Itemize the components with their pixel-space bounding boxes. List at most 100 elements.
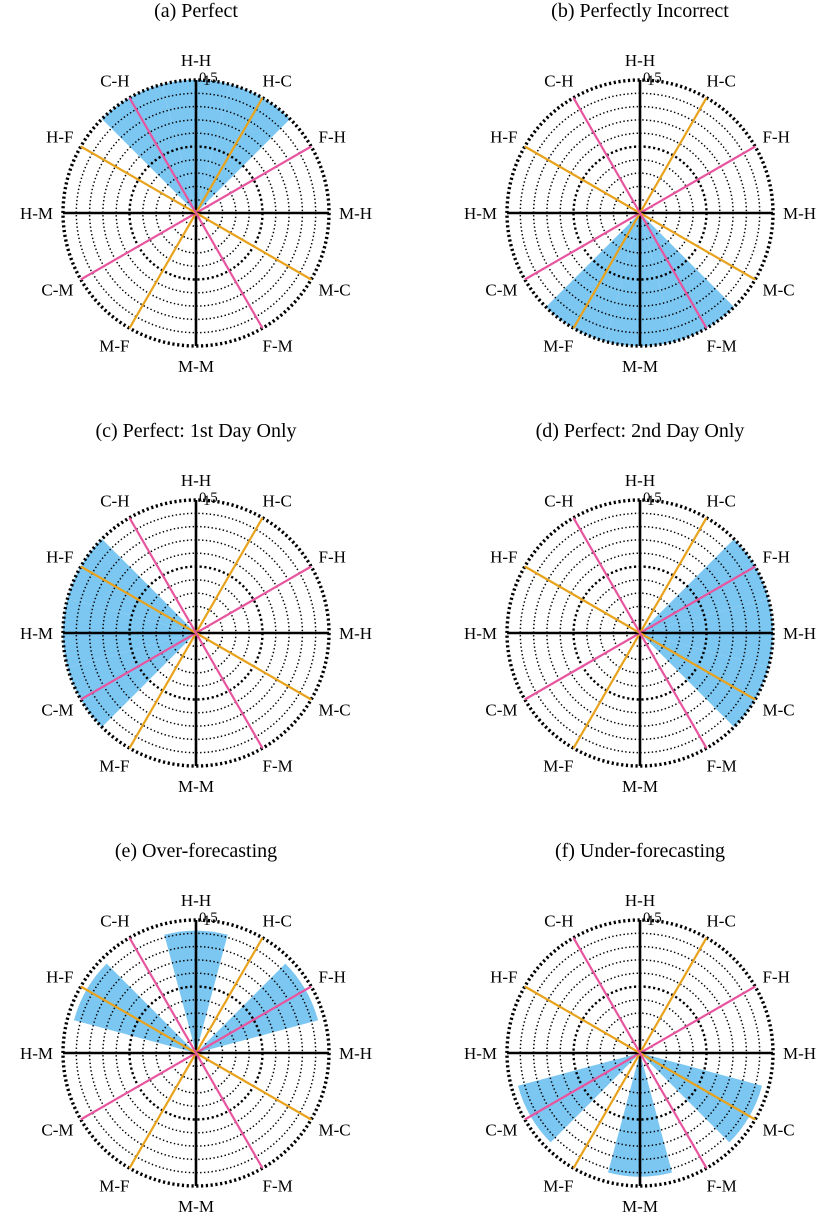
radar-chart-6: (f) Under-forecasting H-H H-C F-H M-H M-C F-M M… bbox=[464, 840, 816, 1216]
chart-title: (a) Perfect bbox=[154, 0, 238, 22]
category-label-m-f: M-F bbox=[543, 1177, 573, 1196]
category-label-h-c: H-C bbox=[263, 72, 292, 91]
category-label-f-h: F-H bbox=[319, 968, 346, 987]
axis-spoke bbox=[572, 517, 708, 749]
category-label-h-f: H-F bbox=[490, 128, 517, 147]
category-label-f-h: F-H bbox=[319, 128, 346, 147]
category-label-h-m: H-M bbox=[20, 624, 53, 643]
category-label-h-h: H-H bbox=[181, 471, 211, 490]
category-label-h-m: H-M bbox=[464, 204, 497, 223]
category-label-m-m: M-M bbox=[178, 777, 214, 796]
category-label-m-f: M-F bbox=[99, 337, 129, 356]
category-label-m-f: M-F bbox=[543, 337, 573, 356]
category-label-h-c: H-C bbox=[707, 72, 736, 91]
category-label-c-m: C-M bbox=[485, 1121, 517, 1140]
radar-chart-4: (d) Perfect: 2nd Day Only H-H H-C F-H M-H M-C… bbox=[464, 420, 816, 796]
sector-c-m bbox=[517, 1053, 640, 1143]
category-label-m-f: M-F bbox=[99, 1177, 129, 1196]
axis-spoke bbox=[572, 937, 708, 1169]
category-label-c-h: C-H bbox=[544, 492, 573, 511]
category-label-h-m: H-M bbox=[464, 624, 497, 643]
radial-tick-label: 1 bbox=[203, 913, 211, 929]
category-label-m-m: M-M bbox=[622, 1197, 658, 1216]
category-label-h-f: H-F bbox=[46, 548, 73, 567]
axis-spoke bbox=[128, 97, 264, 329]
radial-tick-label: 0.5 bbox=[199, 70, 218, 86]
category-label-h-h: H-H bbox=[625, 891, 655, 910]
sector-h-f bbox=[73, 963, 196, 1053]
radial-tick-label: 0.5 bbox=[643, 910, 662, 926]
radial-tick-label: 0.5 bbox=[643, 70, 662, 86]
radial-tick-label: 0.5 bbox=[199, 490, 218, 506]
category-label-c-h: C-H bbox=[100, 912, 129, 931]
category-label-m-h: M-H bbox=[339, 204, 372, 223]
radial-tick-label: 1 bbox=[647, 913, 655, 929]
category-label-m-c: M-C bbox=[763, 1121, 795, 1140]
category-label-f-m: F-M bbox=[263, 1177, 293, 1196]
category-label-m-f: M-F bbox=[99, 757, 129, 776]
sector-c-h bbox=[101, 84, 196, 213]
category-label-m-m: M-M bbox=[622, 777, 658, 796]
category-label-m-c: M-C bbox=[763, 701, 795, 720]
category-label-f-h: F-H bbox=[763, 128, 790, 147]
category-label-m-h: M-H bbox=[783, 204, 816, 223]
radar-chart-3: (c) Perfect: 1st Day Only H-H H-C F-H M-H M-C… bbox=[20, 420, 372, 796]
category-label-m-f: M-F bbox=[543, 757, 573, 776]
category-label-c-m: C-M bbox=[485, 701, 517, 720]
category-label-h-f: H-F bbox=[490, 968, 517, 987]
category-label-c-h: C-H bbox=[100, 72, 129, 91]
category-label-h-f: H-F bbox=[490, 548, 517, 567]
radial-tick-label: 1 bbox=[647, 73, 655, 89]
category-label-m-h: M-H bbox=[339, 624, 372, 643]
category-label-m-c: M-C bbox=[319, 1121, 351, 1140]
category-label-m-m: M-M bbox=[622, 357, 658, 376]
category-label-h-f: H-F bbox=[46, 968, 73, 987]
sector-f-m bbox=[640, 213, 735, 342]
axis-spoke bbox=[572, 97, 708, 329]
category-label-h-c: H-C bbox=[263, 912, 292, 931]
radial-tick-label: 1 bbox=[647, 493, 655, 509]
category-label-h-c: H-C bbox=[263, 492, 292, 511]
radar-chart-2: (b) Perfectly Incorrect H-H H-C F-H M-H M-C F-… bbox=[464, 0, 816, 376]
sector-m-c bbox=[640, 1053, 763, 1143]
axis-spoke bbox=[128, 517, 264, 749]
category-label-h-c: H-C bbox=[707, 492, 736, 511]
radial-tick-label: 1 bbox=[203, 73, 211, 89]
category-label-f-m: F-M bbox=[263, 337, 293, 356]
category-label-m-m: M-M bbox=[178, 1197, 214, 1216]
chart-title: (e) Over-forecasting bbox=[115, 840, 277, 862]
category-label-m-h: M-H bbox=[783, 624, 816, 643]
category-label-m-m: M-M bbox=[178, 357, 214, 376]
category-label-m-h: M-H bbox=[783, 1044, 816, 1063]
category-label-m-c: M-C bbox=[319, 701, 351, 720]
radial-tick-label: 1 bbox=[203, 493, 211, 509]
category-label-f-m: F-M bbox=[707, 757, 737, 776]
category-label-m-h: M-H bbox=[339, 1044, 372, 1063]
category-label-c-m: C-M bbox=[41, 281, 73, 300]
category-label-h-h: H-H bbox=[625, 51, 655, 70]
chart-title: (c) Perfect: 1st Day Only bbox=[95, 420, 296, 442]
category-label-f-h: F-H bbox=[763, 548, 790, 567]
category-label-h-m: H-M bbox=[464, 1044, 497, 1063]
radial-tick-label: 0.5 bbox=[199, 910, 218, 926]
category-label-c-m: C-M bbox=[41, 1121, 73, 1140]
category-label-c-m: C-M bbox=[485, 281, 517, 300]
category-label-c-h: C-H bbox=[544, 912, 573, 931]
category-label-f-m: F-M bbox=[707, 1177, 737, 1196]
category-label-c-m: C-M bbox=[41, 701, 73, 720]
axis-spoke bbox=[128, 937, 264, 1169]
category-label-h-h: H-H bbox=[181, 51, 211, 70]
category-label-c-h: C-H bbox=[100, 492, 129, 511]
chart-title: (b) Perfectly Incorrect bbox=[551, 0, 729, 22]
category-label-f-m: F-M bbox=[707, 337, 737, 356]
radial-tick-label: 0.5 bbox=[643, 490, 662, 506]
category-label-c-h: C-H bbox=[544, 72, 573, 91]
sector-f-h bbox=[196, 963, 319, 1053]
category-label-f-h: F-H bbox=[763, 968, 790, 987]
category-label-h-h: H-H bbox=[181, 891, 211, 910]
category-label-m-c: M-C bbox=[763, 281, 795, 300]
category-label-h-m: H-M bbox=[20, 204, 53, 223]
category-label-m-c: M-C bbox=[319, 281, 351, 300]
category-label-h-h: H-H bbox=[625, 471, 655, 490]
